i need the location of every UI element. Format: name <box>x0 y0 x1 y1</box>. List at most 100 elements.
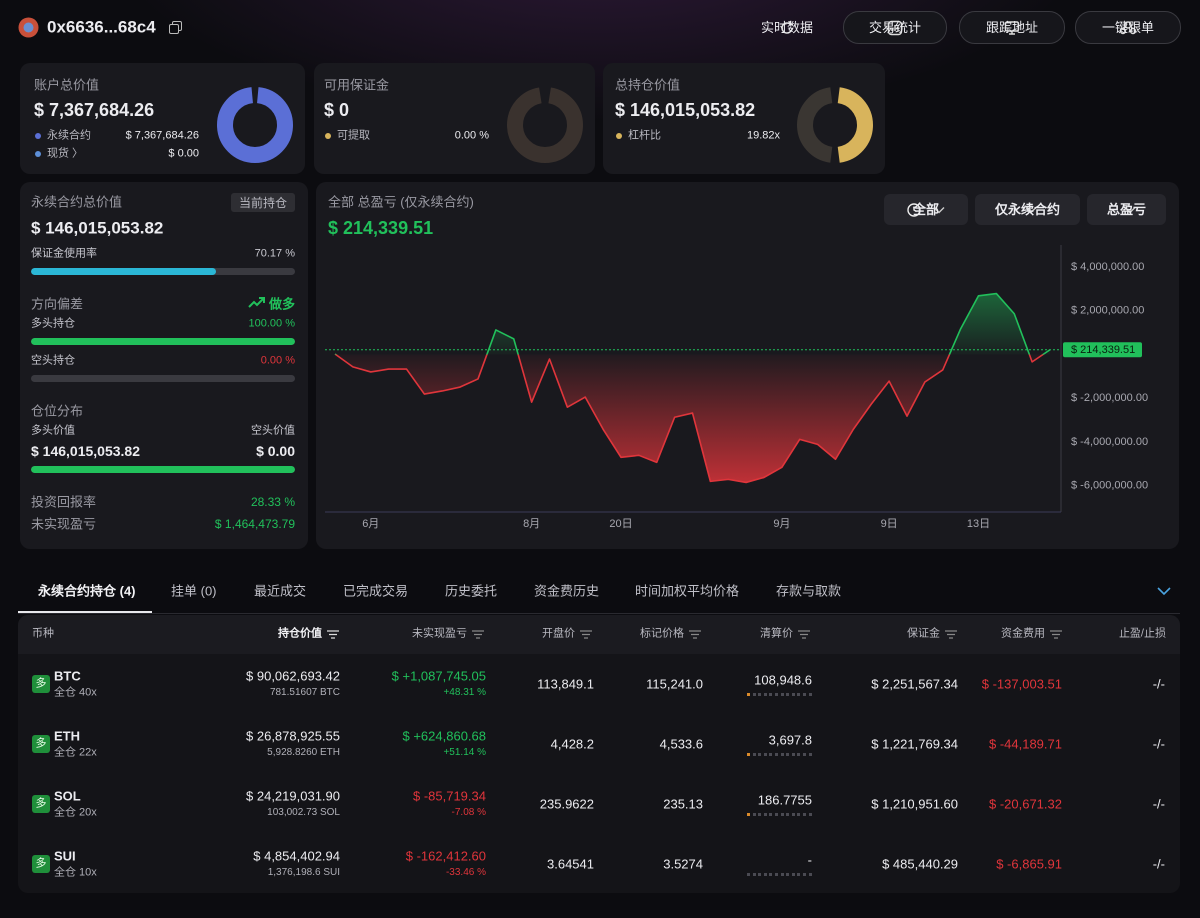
tab[interactable]: 资金费历史 <box>534 583 600 599</box>
filter-icon <box>945 630 957 639</box>
risk-dot <box>758 813 762 816</box>
header-button[interactable]: 一键跟单 <box>1075 11 1181 44</box>
side-badge <box>32 795 50 813</box>
side-badge <box>32 855 50 873</box>
tab[interactable]: 最近成交 <box>254 583 307 599</box>
liquidation-price: - <box>807 852 812 868</box>
header-button[interactable]: 交易统计 <box>843 11 947 44</box>
unrealized-pnl-pct: +48.31 % <box>443 687 486 698</box>
side-badge <box>32 735 50 753</box>
risk-dot <box>775 693 778 696</box>
risk-dot <box>752 753 756 756</box>
tab-divider <box>18 613 1180 614</box>
risk-dot <box>769 753 773 756</box>
funding-fee: $ -137,003.51 <box>981 676 1062 692</box>
badge-label: 当前持仓 <box>238 196 288 210</box>
risk-dot <box>786 873 790 876</box>
pnl-value: $ 214,339.51 <box>328 218 434 238</box>
risk-dot <box>769 813 773 816</box>
risk-dot <box>752 873 756 876</box>
risk-dot <box>763 693 767 696</box>
column-header[interactable]: 标记价格 <box>640 627 684 640</box>
risk-dot <box>786 813 790 816</box>
tab[interactable]: 历史委托 <box>445 583 498 599</box>
clock-icon <box>907 202 921 217</box>
tab[interactable]: 存款与取款 <box>776 583 842 599</box>
button-label: 交易统计 <box>868 20 921 35</box>
entry-price: 235.9622 <box>539 796 594 812</box>
card-label: 可用保证金 <box>324 77 390 93</box>
expand-icon[interactable] <box>1157 586 1171 596</box>
risk-dot <box>780 753 784 756</box>
button-icon <box>1004 20 1020 36</box>
logo <box>18 17 39 38</box>
button-icon <box>887 20 903 36</box>
button-icon <box>779 20 795 36</box>
tp-sl: -/- <box>1152 856 1165 872</box>
tab[interactable]: 永续合约持仓 (4) <box>38 583 136 599</box>
header-button[interactable]: 实时数据 <box>742 11 832 44</box>
risk-dot <box>791 873 795 876</box>
risk-dot <box>786 753 790 756</box>
filter-dropdown[interactable]: 全部 <box>884 194 968 225</box>
symbol: SOL <box>54 788 81 804</box>
risk-dot <box>808 693 812 696</box>
card-row-label: 杠杆比 <box>628 129 661 142</box>
column-header[interactable]: 未实现盈亏 <box>412 627 467 640</box>
column-header[interactable]: 清算价 <box>760 627 793 640</box>
side-label: 多 <box>35 857 47 870</box>
position-size: 5,928.8260 ETH <box>267 747 340 758</box>
column-header[interactable]: 资金费用 <box>1001 627 1045 640</box>
filter-dropdown[interactable]: 仅永续合约 <box>975 194 1080 225</box>
entry-price: 4,428.2 <box>550 736 594 752</box>
filter-icon <box>689 630 701 639</box>
unrealized-pnl: $ +1,087,745.05 <box>391 668 486 684</box>
position-size: 103,002.73 SOL <box>267 807 340 818</box>
margin: $ 2,251,567.34 <box>871 676 958 692</box>
risk-dot <box>808 813 812 816</box>
tab[interactable]: 挂单 (0) <box>171 583 217 599</box>
risk-dot <box>763 813 767 816</box>
table-header-row <box>18 615 1180 654</box>
filter-dropdown[interactable]: 总盈亏 <box>1087 194 1166 225</box>
margin-usage-label: 保证金使用率 <box>31 247 97 260</box>
position-value: $ 90,062,693.42 <box>246 668 340 684</box>
column-header[interactable]: 开盘价 <box>542 627 575 640</box>
mark-price: 115,241.0 <box>646 676 703 692</box>
risk-dot <box>797 693 801 696</box>
copy-icon[interactable] <box>169 21 182 34</box>
filter-icon <box>798 630 810 639</box>
risk-dot <box>752 813 756 816</box>
unrealized-pnl-pct: +51.14 % <box>443 747 486 758</box>
tab[interactable]: 时间加权平均价格 <box>635 583 740 599</box>
card-row-value: 0.00 % <box>454 129 489 142</box>
mark-price: 3.5274 <box>663 856 703 872</box>
card-row-label: 永续合约 <box>47 129 91 142</box>
perp-panel <box>20 182 308 549</box>
column-header[interactable]: 保证金 <box>907 627 940 640</box>
progress-fill <box>31 268 217 275</box>
tab[interactable]: 已完成交易 <box>343 583 409 599</box>
column-header[interactable]: 持仓价值 <box>278 627 322 640</box>
side-badge <box>32 675 50 693</box>
funding-fee: $ -44,189.71 <box>988 736 1062 752</box>
risk-dot <box>803 753 806 756</box>
risk-dot <box>769 693 773 696</box>
pnl-panel <box>316 182 1179 549</box>
card-label: 账户总价值 <box>34 77 100 93</box>
position-size: 1,376,198.6 SUI <box>267 867 340 878</box>
panel-title: 永续合约总价值 <box>31 194 123 210</box>
button-icon <box>1119 20 1137 36</box>
margin: $ 485,440.29 <box>882 856 958 872</box>
risk-dot <box>791 693 795 696</box>
margin-mode: 全仓 10x <box>54 866 97 879</box>
mark-price: 235.13 <box>663 796 703 812</box>
button-label: 一键跟单 <box>1101 20 1154 35</box>
risk-dot <box>775 873 778 876</box>
risk-dot <box>780 813 784 816</box>
header-button[interactable]: 跟踪地址 <box>959 11 1065 44</box>
column-header[interactable]: 止盈/止损 <box>1118 627 1166 640</box>
risk-dot <box>797 813 801 816</box>
unrealized-pnl-pct: -7.08 % <box>451 807 486 818</box>
